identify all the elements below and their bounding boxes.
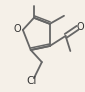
Text: Cl: Cl bbox=[26, 76, 37, 86]
Text: O: O bbox=[14, 24, 21, 34]
Text: O: O bbox=[77, 22, 84, 32]
